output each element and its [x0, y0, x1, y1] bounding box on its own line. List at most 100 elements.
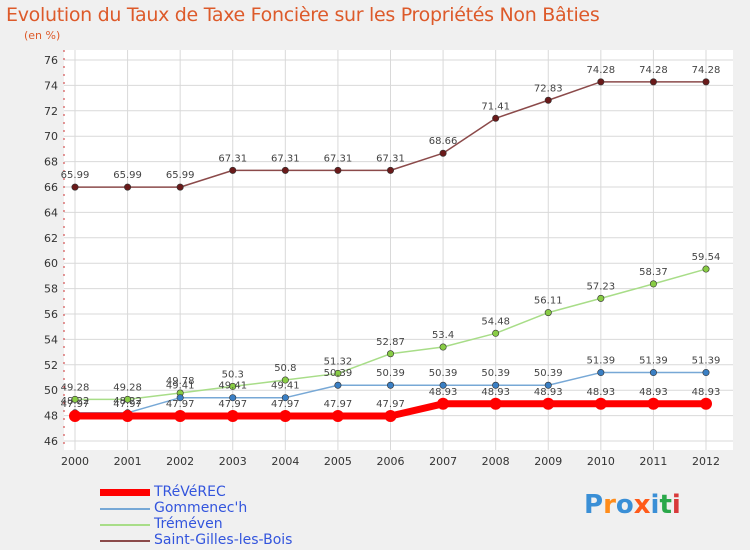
- data-point: [702, 78, 710, 86]
- data-label: 56.11: [534, 296, 563, 307]
- x-tick-label: 2002: [166, 455, 194, 468]
- data-label: 50.39: [534, 368, 563, 379]
- x-tick-label: 2000: [61, 455, 89, 468]
- data-point: [124, 395, 132, 403]
- data-point: [597, 78, 605, 86]
- data-point: [386, 350, 394, 358]
- data-point: [439, 343, 447, 351]
- legend-swatch: [100, 489, 150, 496]
- data-label: 47.97: [61, 399, 90, 410]
- y-tick-label: 64: [44, 206, 58, 219]
- x-tick-label: 2011: [639, 455, 667, 468]
- y-tick-label: 46: [44, 435, 58, 448]
- legend-label: Gommenec'h: [154, 500, 248, 516]
- data-point: [439, 149, 447, 157]
- data-point: [386, 166, 394, 174]
- data-point: [124, 183, 132, 191]
- y-tick-label: 62: [44, 232, 58, 245]
- data-label: 58.37: [639, 267, 668, 278]
- x-tick-label: 2008: [482, 455, 510, 468]
- data-point: [386, 381, 394, 389]
- legend-label: Tréméven: [154, 516, 223, 532]
- unit-label: (en %): [24, 29, 61, 42]
- data-label: 74.28: [639, 65, 668, 76]
- data-label: 49.41: [271, 381, 300, 392]
- data-point: [174, 409, 187, 422]
- data-label: 47.97: [166, 399, 195, 410]
- data-label: 49.78: [166, 376, 195, 387]
- plot-area: [64, 50, 733, 450]
- logo-letter: i: [671, 490, 681, 520]
- data-label: 50.39: [481, 368, 510, 379]
- chart-title: Evolution du Taux de Taxe Foncière sur l…: [6, 4, 600, 26]
- logo-letter: t: [659, 490, 672, 520]
- data-label: 50.39: [324, 368, 353, 379]
- y-tick-label: 66: [44, 181, 58, 194]
- data-point: [439, 381, 447, 389]
- data-point: [384, 409, 397, 422]
- y-tick-label: 58: [44, 283, 58, 296]
- data-point: [649, 280, 657, 288]
- x-tick-label: 2010: [587, 455, 615, 468]
- data-point: [542, 397, 555, 410]
- y-tick-label: 50: [44, 384, 58, 397]
- data-point: [226, 409, 239, 422]
- data-label: 49.41: [218, 381, 247, 392]
- data-label: 51.39: [639, 356, 668, 367]
- data-point: [700, 397, 712, 410]
- data-point: [544, 309, 552, 317]
- data-point: [176, 394, 184, 402]
- data-point: [281, 166, 289, 174]
- x-tick-label: 2004: [271, 455, 299, 468]
- data-point: [334, 166, 342, 174]
- logo-letter: o: [615, 490, 634, 520]
- x-tick-label: 2005: [324, 455, 352, 468]
- data-label: 67.31: [218, 153, 247, 164]
- data-label: 71.41: [481, 101, 510, 112]
- data-label: 48.93: [481, 387, 510, 398]
- y-tick-label: 52: [44, 359, 58, 372]
- data-label: 49.28: [61, 382, 90, 393]
- y-tick-label: 60: [44, 257, 58, 270]
- data-label: 48.93: [692, 387, 721, 398]
- data-label: 50.8: [274, 363, 296, 374]
- y-tick-label: 74: [44, 79, 58, 92]
- data-point: [281, 394, 289, 402]
- logo-letter: x: [633, 490, 651, 520]
- data-label: 51.39: [692, 356, 721, 367]
- data-label: 52.87: [376, 337, 405, 348]
- y-tick-label: 76: [44, 54, 58, 67]
- data-label: 47.97: [218, 399, 247, 410]
- data-label: 47.97: [113, 399, 142, 410]
- data-point: [647, 397, 660, 410]
- data-label: 65.99: [61, 170, 90, 181]
- data-point: [492, 114, 500, 122]
- data-point: [594, 397, 607, 410]
- data-label: 47.97: [376, 399, 405, 410]
- data-point: [281, 376, 289, 384]
- data-label: 49.41: [166, 381, 195, 392]
- legend-label: Saint-Gilles-les-Bois: [154, 532, 293, 548]
- data-point: [229, 166, 237, 174]
- legend-label: TRéVéREC: [154, 484, 226, 500]
- logo-letter: r: [603, 490, 616, 520]
- y-tick-label: 48: [44, 410, 58, 423]
- x-tick-label: 2007: [429, 455, 457, 468]
- y-tick-label: 72: [44, 105, 58, 118]
- x-tick-label: 2006: [377, 455, 405, 468]
- data-point: [544, 96, 552, 104]
- data-point: [229, 382, 237, 390]
- data-label: 65.99: [166, 170, 195, 181]
- data-label: 50.3: [222, 369, 244, 380]
- data-label: 51.32: [324, 356, 353, 367]
- data-label: 50.39: [429, 368, 458, 379]
- legend-swatch: [100, 508, 150, 510]
- logo-letter: P: [584, 490, 604, 520]
- data-point: [279, 409, 292, 422]
- data-label: 67.31: [324, 153, 353, 164]
- data-point: [489, 397, 502, 410]
- data-label: 48.93: [534, 387, 563, 398]
- data-label: 48.93: [639, 387, 668, 398]
- data-point: [702, 265, 710, 273]
